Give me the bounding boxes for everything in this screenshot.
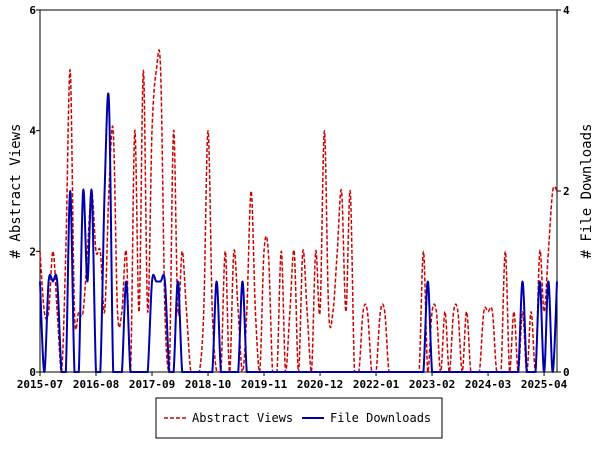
y-tick-label-right: 0 bbox=[563, 366, 570, 379]
y-axis-title-left: # Abstract Views bbox=[8, 124, 24, 259]
y-tick-label-left: 2 bbox=[29, 245, 36, 258]
legend: Abstract Views File Downloads bbox=[155, 397, 443, 439]
plot-area bbox=[39, 9, 558, 374]
x-tick-label: 2023-02 bbox=[409, 378, 455, 391]
x-tick-label: 2015-07 bbox=[17, 378, 63, 391]
x-tick-label: 2017-09 bbox=[129, 378, 175, 391]
y-tick-label-left: 4 bbox=[29, 125, 36, 138]
x-tick-label: 2022-01 bbox=[353, 378, 400, 391]
x-tick-label: 2020-12 bbox=[297, 378, 343, 391]
y-axis-title-right: # File Downloads bbox=[579, 124, 595, 259]
series-layer bbox=[39, 49, 558, 374]
legend-box bbox=[155, 397, 443, 439]
legend-label-abstract-views: Abstract Views bbox=[192, 411, 293, 425]
x-tick-label: 2025-04 bbox=[521, 378, 568, 391]
x-tick-label: 2019-11 bbox=[241, 378, 288, 391]
y-tick-label-left: 0 bbox=[29, 366, 36, 379]
y-tick-label-right: 2 bbox=[563, 185, 570, 198]
y-tick-label-right: 4 bbox=[563, 4, 570, 17]
legend-label-file-downloads: File Downloads bbox=[330, 411, 431, 425]
x-tick-label: 2024-03 bbox=[465, 378, 511, 391]
ticks-layer: 0 2 4 6 0 2 4 2015-07 2016-08 2017-09 2018-10 2019-… bbox=[17, 4, 570, 391]
series-line-abstract-views bbox=[39, 49, 558, 373]
series-line-file-downloads bbox=[39, 92, 558, 374]
y-tick-label-left: 6 bbox=[29, 4, 36, 17]
x-tick-label: 2018-10 bbox=[185, 378, 231, 391]
x-tick-label: 2016-08 bbox=[73, 378, 119, 391]
